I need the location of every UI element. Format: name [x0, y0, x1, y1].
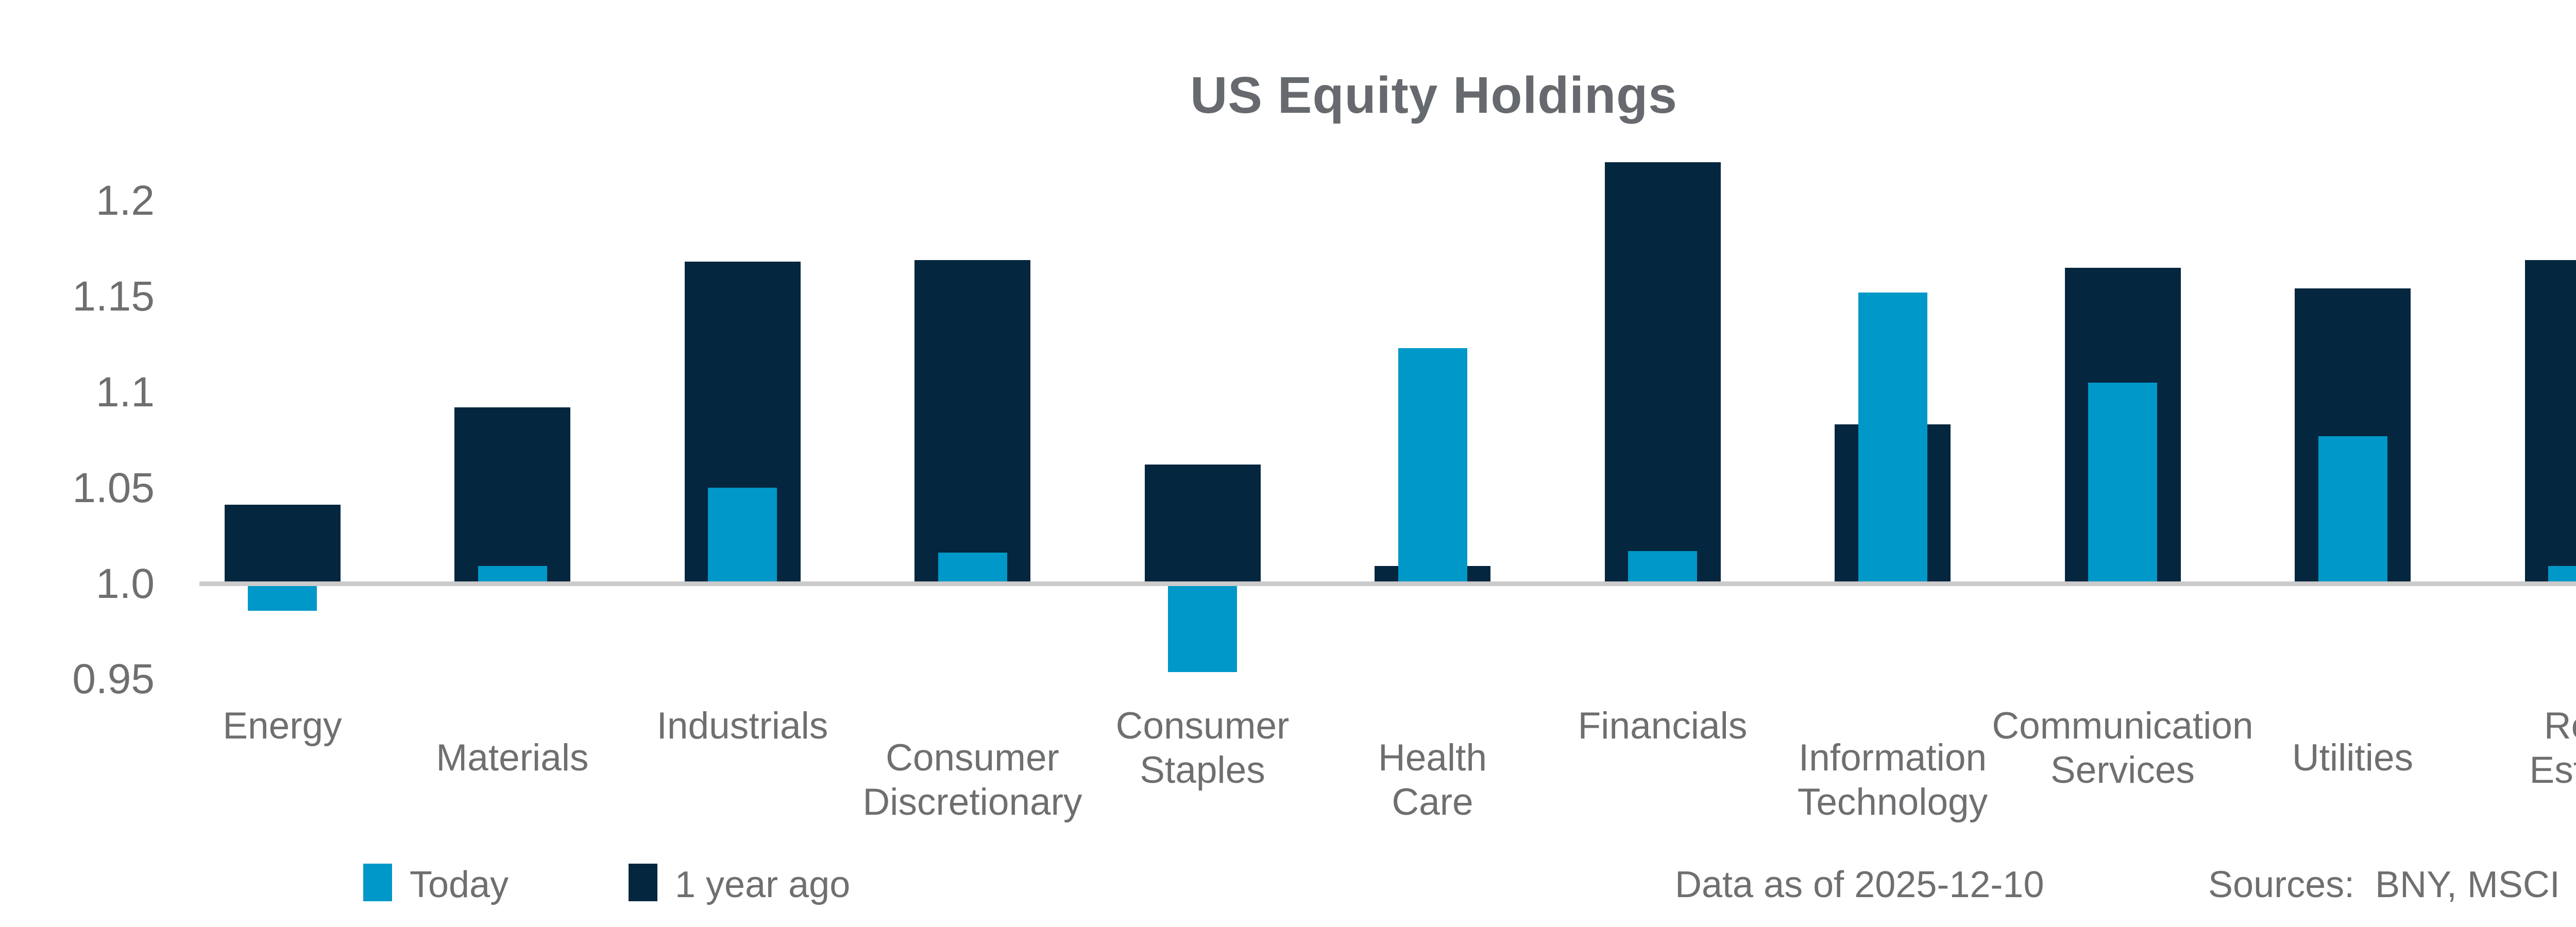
- footer-sources: Sources: BNY, MSCI: [2208, 864, 2560, 905]
- x-axis-label-consumer-staples: Consumer Staples: [1115, 705, 1290, 791]
- bar-today-industrials: [708, 487, 777, 581]
- legend-swatch-year-ago: [629, 864, 657, 901]
- x-axis-label-health-care: Health Care: [1378, 737, 1487, 823]
- bar-today-communication-services: [2088, 382, 2157, 581]
- bar-today-materials: [478, 566, 547, 581]
- bar-today-health-care: [1398, 348, 1467, 581]
- bar-today-information-technology: [1858, 292, 1927, 581]
- x-axis-label-financials: Financials: [1578, 705, 1748, 747]
- x-axis-label-industrials: Industrials: [656, 705, 828, 747]
- legend-swatch-today: [363, 864, 392, 901]
- legend-label-year-ago: 1 year ago: [675, 864, 851, 905]
- bar-today-consumer-discretionary: [938, 553, 1007, 581]
- x-axis-label-energy: Energy: [223, 705, 342, 747]
- x-axis-label-real-estate: RealEstate: [2529, 705, 2576, 791]
- bar-today-energy: [248, 586, 317, 611]
- y-tick-label-1.1: 1.1: [96, 368, 155, 416]
- x-axis-label-communication-services: Communication Services: [1992, 705, 2253, 791]
- y-tick-label-0.95: 0.95: [72, 656, 155, 703]
- x-axis-label-materials: Materials: [436, 737, 589, 779]
- y-tick-label-1.15: 1.15: [72, 273, 155, 320]
- bar-1-year-ago-real-estate: [2524, 260, 2576, 581]
- x-axis-label-information-technology: Information Technology: [1797, 737, 1988, 823]
- bar-1-year-ago-financials: [1604, 162, 1721, 581]
- y-tick-label-1.0: 1.0: [96, 560, 155, 607]
- bar-1-year-ago-consumer-discretionary: [914, 260, 1030, 581]
- bar-today-financials: [1628, 551, 1697, 581]
- chart-title: US Equity Holdings: [1190, 66, 1677, 124]
- y-tick-label-1.2: 1.2: [96, 177, 155, 225]
- bar-1-year-ago-materials: [454, 407, 570, 581]
- bar-today-real-estate: [2548, 566, 2576, 581]
- y-tick-label-1.05: 1.05: [72, 464, 155, 511]
- bar-today-consumer-staples: [1168, 586, 1237, 673]
- bar-today-utilities: [2318, 436, 2387, 581]
- x-axis-label-consumer-discretionary: Consumer Discretionary: [862, 737, 1082, 823]
- baseline-axis-line: [199, 581, 2576, 586]
- footer-data-as-of: Data as of 2025-12-10: [1675, 864, 2044, 905]
- legend-label-today: Today: [410, 864, 509, 905]
- x-axis-label-utilities: Utilities: [2292, 737, 2414, 779]
- bar-1-year-ago-consumer-staples: [1144, 465, 1261, 581]
- bar-1-year-ago-energy: [224, 505, 341, 581]
